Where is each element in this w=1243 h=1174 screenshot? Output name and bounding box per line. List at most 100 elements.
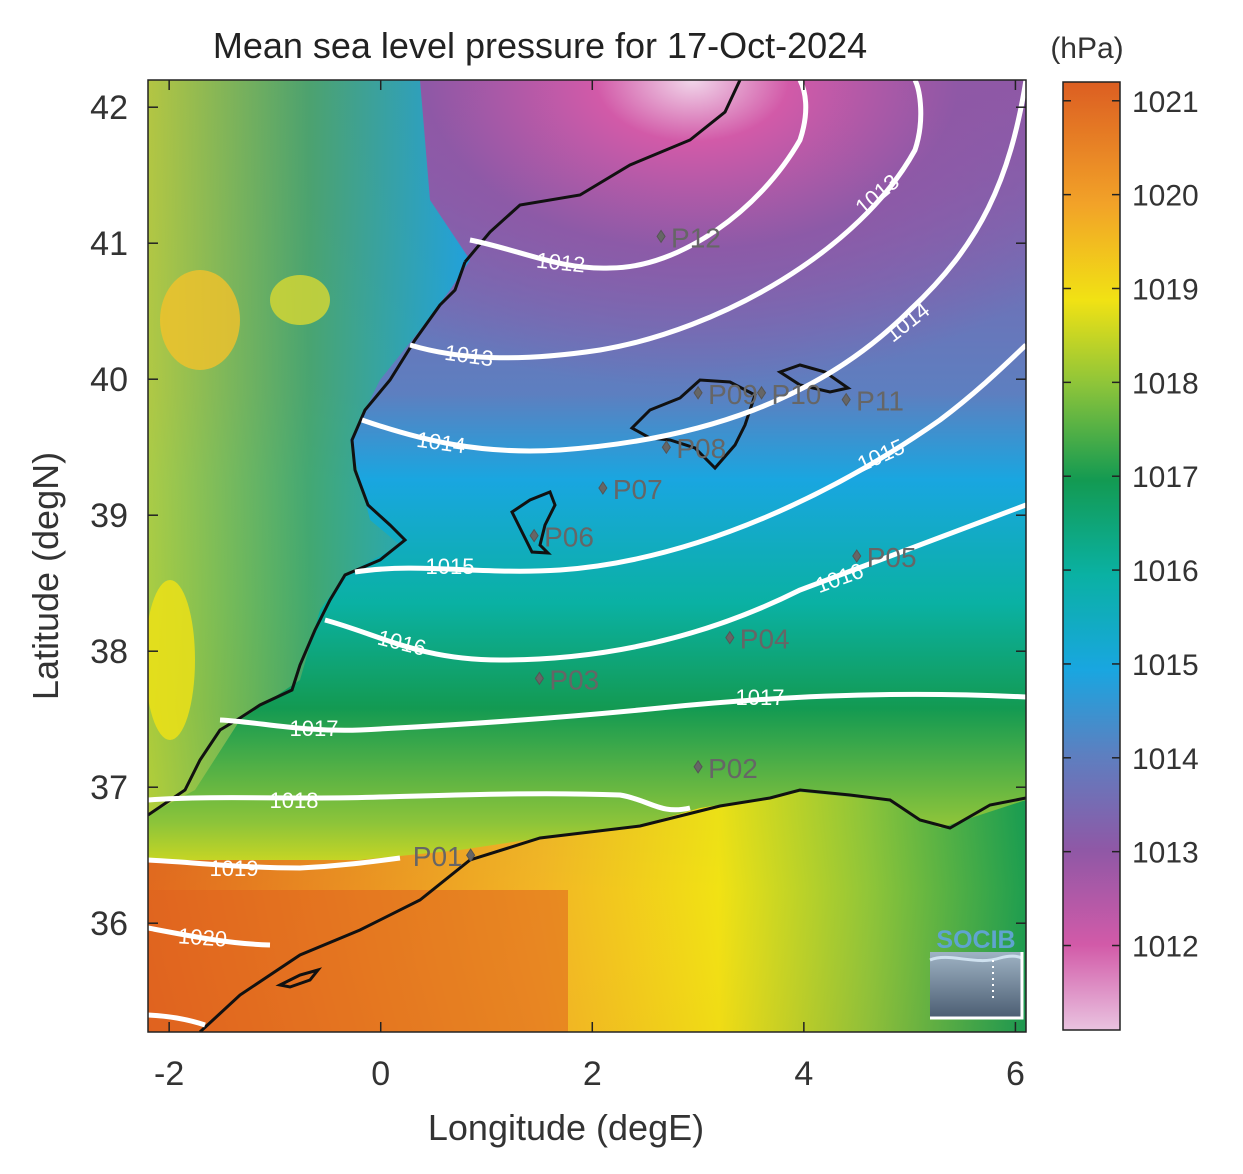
isobar-1018: [148, 791, 691, 813]
logo-wave: [930, 952, 1022, 1018]
station-marker-icon: [756, 385, 767, 400]
menorca-coastline: [776, 363, 852, 394]
colorbar-tick-label: 1014: [1132, 743, 1199, 776]
y-axis-label: Latitude (degN): [25, 452, 66, 700]
colorbar-tick-label: 1018: [1132, 367, 1199, 400]
station-p10[interactable]: P10: [756, 379, 822, 410]
y-tick-label: 38: [90, 633, 128, 671]
ibiza-coastline: [510, 490, 557, 555]
station-p03[interactable]: P03: [534, 664, 599, 695]
isobar-1013: [409, 80, 924, 361]
isobar-1015: [354, 343, 1026, 575]
iberia-land: [148, 80, 470, 815]
station-marker-icon: [693, 759, 703, 774]
station-marker-icon: [661, 440, 671, 455]
colorbar-tick-label: 1019: [1132, 273, 1199, 306]
highland-1: [160, 270, 240, 370]
map-frame: [147, 79, 1027, 1033]
highland-2: [270, 275, 330, 325]
station-label: P12: [671, 222, 721, 253]
isobars: [148, 80, 1026, 1028]
y-tick-label: 39: [90, 497, 128, 535]
station-p12[interactable]: P12: [656, 222, 721, 253]
station-p08[interactable]: P08: [661, 433, 726, 464]
logo-text: SOCIB: [936, 926, 1015, 954]
x-axis-ticks: -2 0 2 4 6: [154, 80, 1025, 1093]
y-tick-label: 40: [90, 361, 128, 399]
station-p11[interactable]: P11: [841, 386, 904, 417]
isobar-1019: [148, 855, 401, 871]
africa-warm-zone: [148, 890, 568, 1032]
station-marker-icon: [841, 392, 851, 407]
station-marker-icon: [529, 528, 539, 543]
colorbar-tick-label: 1016: [1132, 555, 1199, 588]
station-label: P08: [676, 433, 726, 464]
x-tick-label: 4: [794, 1055, 813, 1093]
station-markers: P01 P02 P03 P04 P05 P06 P07 P08 P09 P10 P11 P12: [413, 222, 917, 872]
y-tick-label: 42: [90, 89, 128, 127]
colorbar-tick-label: 1013: [1132, 837, 1199, 870]
isobar-label: 1018: [270, 788, 319, 813]
station-label: P11: [856, 386, 904, 417]
station-label: P02: [708, 753, 758, 784]
x-axis-label: Longitude (degE): [428, 1107, 704, 1148]
station-p06[interactable]: P06: [529, 522, 594, 553]
station-p01[interactable]: P01: [413, 841, 476, 872]
isobar-label: 1012: [535, 248, 586, 278]
y-tick-label: 41: [90, 225, 128, 263]
station-marker-icon: [598, 481, 608, 495]
y-tick-label: 36: [90, 905, 128, 943]
colorbar-tick-label: 1021: [1132, 86, 1199, 119]
station-label: P06: [544, 522, 594, 553]
africa-coastline: [198, 788, 1026, 1032]
station-label: P09: [708, 379, 758, 410]
isobar-label: 1020: [177, 923, 228, 951]
isobar-1020: [148, 925, 271, 948]
station-p09[interactable]: P09: [693, 379, 758, 410]
station-p05[interactable]: P05: [852, 542, 917, 573]
colorbar-tick-label: 1020: [1132, 180, 1199, 213]
x-tick-label: -2: [154, 1055, 184, 1093]
colorbar-tick-label: 1017: [1132, 461, 1199, 494]
mallorca-coastline: [629, 378, 757, 471]
logo-wave-line: [929, 954, 1023, 963]
map-title: Mean sea level pressure for 17-Oct-2024: [213, 25, 867, 66]
colorbar-tick-label: 1012: [1132, 931, 1199, 964]
station-label: P07: [613, 474, 663, 505]
isobar-1017: [219, 691, 1026, 733]
station-marker-icon: [693, 385, 703, 400]
station-marker-icon: [852, 549, 862, 563]
station-p02[interactable]: P02: [693, 753, 758, 784]
isobar-label: 1015: [426, 554, 475, 579]
logo-frame: [930, 952, 1024, 1020]
colorbar-ticks: 1021 1020 1019 1018 1017 1016 1015 1014 1013 1012: [1063, 86, 1199, 964]
isobar-1014: [361, 80, 1026, 454]
socib-logo: SOCIB: [929, 926, 1024, 1020]
isobar-label: 1017: [736, 685, 785, 710]
alboran-coastline: [275, 967, 323, 989]
pressure-field: 1012 1013 1013 1014 1014 1015 1015 1016 …: [148, 80, 1026, 1032]
station-marker-icon: [725, 630, 735, 645]
station-p04[interactable]: P04: [725, 624, 790, 655]
station-label: P10: [772, 379, 822, 410]
station-marker-icon: [534, 671, 544, 686]
station-p07[interactable]: P07: [598, 474, 663, 505]
station-label: P01: [413, 841, 463, 872]
station-label: P03: [549, 664, 599, 695]
station-marker-icon: [466, 848, 476, 863]
colorbar: [1062, 81, 1121, 1031]
x-tick-label: 0: [371, 1055, 390, 1093]
units-label: (hPa): [1050, 32, 1123, 65]
station-label: P04: [740, 624, 790, 655]
station-label: P05: [867, 542, 917, 573]
isobar-label: 1019: [210, 856, 259, 881]
x-tick-label: 2: [583, 1055, 602, 1093]
isobar-1012: [469, 80, 809, 271]
highland-3: [148, 580, 195, 740]
station-marker-icon: [656, 229, 666, 244]
x-tick-label: 6: [1006, 1055, 1025, 1093]
isobar-1016: [324, 502, 1026, 663]
isobar-label: 1017: [290, 716, 339, 741]
